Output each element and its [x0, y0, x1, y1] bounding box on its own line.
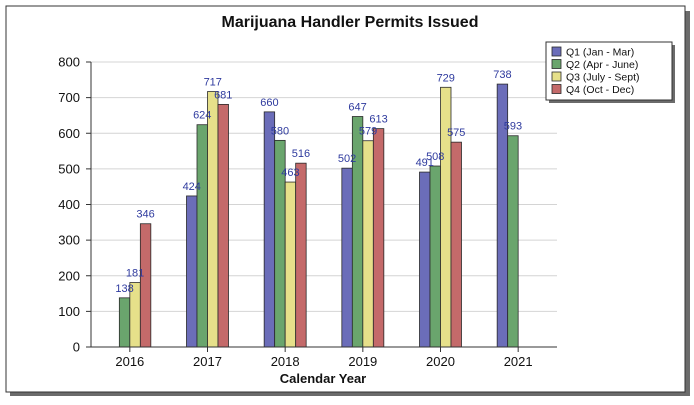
legend-box [545, 41, 673, 101]
x-tick-label: 2016 [115, 354, 144, 369]
data-label: 516 [292, 148, 310, 160]
bar [196, 124, 208, 348]
legend-label: Q3 (July - Sept) [566, 72, 640, 84]
x-tick-label: 2017 [193, 354, 222, 369]
y-tick-label: 500 [58, 161, 80, 176]
data-label: 181 [126, 268, 144, 280]
data-label: 502 [338, 153, 356, 165]
bar [186, 195, 198, 348]
data-label: 346 [136, 209, 154, 221]
data-label: 729 [437, 72, 455, 84]
bar [295, 162, 307, 348]
legend-swatch [551, 59, 562, 69]
bar [207, 91, 219, 348]
x-tick-label: 2019 [348, 354, 377, 369]
y-tick-label: 700 [58, 90, 80, 105]
bar [450, 141, 462, 348]
legend-label: Q4 (Oct - Dec) [566, 84, 634, 96]
bar [507, 135, 519, 348]
x-ticks: 2016 2017 2018 2019 2020 2021 [115, 347, 533, 369]
grid [91, 61, 557, 312]
y-tick-label: 800 [58, 55, 80, 70]
data-label: 579 [359, 126, 377, 138]
data-label: 508 [426, 151, 444, 163]
x-tick-label: 2020 [426, 354, 455, 369]
data-label: 593 [504, 121, 522, 133]
data-label: 575 [447, 127, 465, 139]
bar [139, 223, 152, 348]
data-label: 717 [204, 77, 222, 89]
data-label: 463 [281, 167, 299, 179]
y-tick-label: 0 [73, 340, 80, 355]
y-tick-label: 100 [58, 304, 80, 319]
legend-swatch [551, 84, 562, 94]
data-label: 738 [493, 69, 511, 81]
data-label: 660 [260, 97, 278, 109]
bar [263, 111, 276, 348]
legend-label: Q1 (Jan - Mar) [566, 47, 634, 59]
data-label: 624 [193, 110, 211, 122]
data-label: 491 [416, 157, 434, 169]
bar [419, 171, 431, 348]
bar [351, 116, 364, 348]
y-tick-label: 300 [58, 233, 80, 248]
bar [118, 297, 131, 348]
y-ticks: 0 100 200 300 400 500 600 700 800 [58, 55, 91, 355]
bar [284, 181, 297, 348]
bar [372, 128, 385, 348]
chart-title: Marijuana Handler Permits Issued [222, 14, 479, 31]
legend-swatch [551, 46, 562, 57]
data-label: 138 [115, 283, 133, 295]
x-axis-label: Calendar Year [280, 371, 366, 386]
legend: Q1 (Jan - Mar)Q2 (Apr - June)Q3 (July - … [545, 41, 675, 103]
y-tick-label: 400 [58, 197, 80, 212]
y-tick-label: 200 [58, 268, 80, 283]
data-label: 424 [183, 181, 201, 193]
y-tick-label: 600 [58, 126, 80, 141]
legend-swatch [551, 71, 562, 82]
data-label: 580 [271, 125, 289, 137]
x-tick-label: 2021 [504, 354, 533, 369]
bar [362, 140, 374, 348]
data-label: 681 [214, 89, 232, 101]
legend-label: Q2 (Apr - June) [566, 59, 638, 71]
bars [118, 83, 519, 348]
data-label: 647 [348, 102, 366, 114]
bar [217, 103, 229, 348]
data-label: 613 [369, 114, 387, 126]
x-tick-label: 2018 [271, 354, 300, 369]
bar [341, 167, 353, 348]
bar [429, 165, 441, 348]
